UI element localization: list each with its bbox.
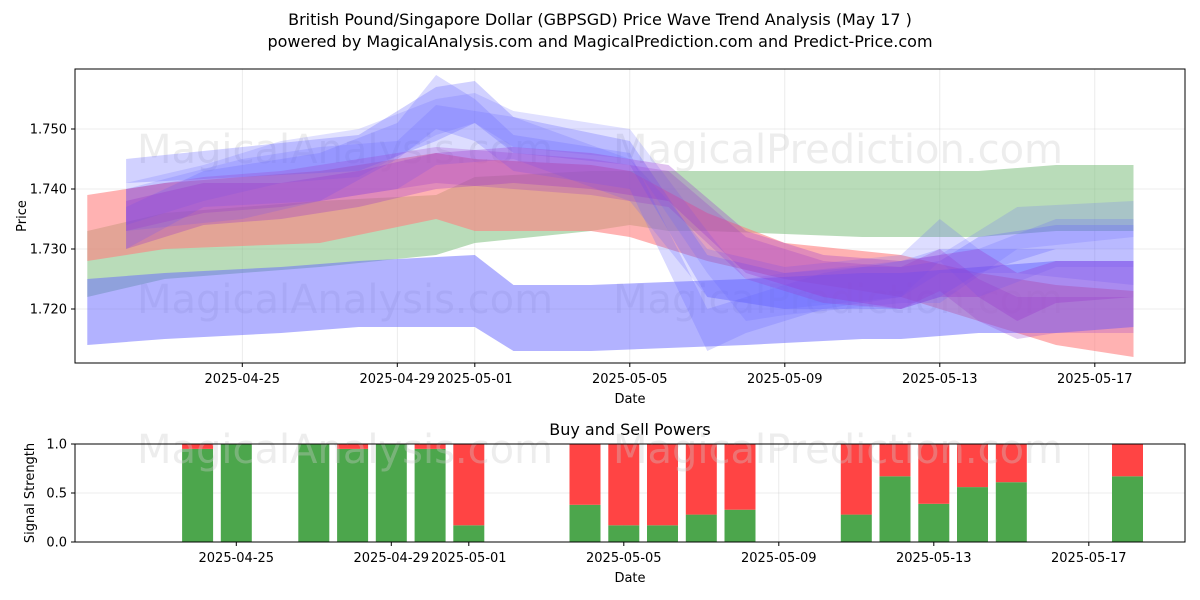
buy-bar <box>569 504 601 542</box>
buy-bar <box>608 525 640 542</box>
buy-bar <box>375 444 407 542</box>
sell-bar <box>918 444 950 504</box>
price-chart-y-ticks: 1.720 1.730 1.740 1.750 <box>30 123 75 318</box>
price-bands <box>87 75 1134 357</box>
price-y-tick-label: 1.720 <box>30 303 67 318</box>
price-y-tick-label: 1.730 <box>30 243 67 258</box>
buy-bar <box>995 482 1027 542</box>
buy-bar <box>918 503 950 542</box>
signal-chart: Buy and Sell Powers MagicalAnalysis.com … <box>23 420 1186 586</box>
signal-y-tick-label: 0.0 <box>46 536 67 551</box>
buy-bar <box>220 444 252 542</box>
buy-bar <box>685 514 717 542</box>
watermark-analysis-bottom: MagicalAnalysis.com <box>137 427 553 473</box>
price-chart-x-label: Date <box>614 392 645 407</box>
sell-bar <box>569 444 601 505</box>
buy-bar <box>724 509 756 542</box>
price-chart-y-label: Price <box>15 200 30 232</box>
band-blue-wave-3 <box>126 105 1134 309</box>
signal-x-tick-label: 2025-05-09 <box>741 551 817 566</box>
price-x-tick-label: 2025-05-01 <box>437 372 513 387</box>
signal-bars <box>182 444 1143 542</box>
buy-bar <box>1112 476 1143 542</box>
price-y-tick-label: 1.750 <box>30 123 67 138</box>
signal-x-tick-label: 2025-05-05 <box>586 551 662 566</box>
signal-chart-x-ticks: 2025-04-25 2025-04-29 2025-05-01 2025-05-05… <box>199 542 1127 566</box>
sell-bar <box>608 444 640 526</box>
price-x-tick-label: 2025-04-25 <box>205 372 281 387</box>
sell-bar <box>724 444 756 510</box>
buy-bar <box>453 525 485 542</box>
buy-bar <box>182 448 214 542</box>
signal-x-tick-label: 2025-04-25 <box>199 551 275 566</box>
price-chart-x-ticks: 2025-04-25 2025-04-29 2025-05-01 2025-05-05… <box>205 363 1133 387</box>
sell-bar <box>647 444 678 526</box>
band-purple-wave-1 <box>126 147 1134 321</box>
sell-bar <box>182 444 214 449</box>
buy-bar <box>414 448 446 542</box>
signal-chart-x-label: Date <box>614 571 645 586</box>
price-y-tick-label: 1.740 <box>30 183 67 198</box>
sell-bar <box>1112 444 1143 477</box>
figure-title-line1: British Pound/Singapore Dollar (GBPSGD) … <box>288 10 912 29</box>
price-x-tick-label: 2025-05-13 <box>902 372 978 387</box>
band-blue-wave-4 <box>126 93 1134 321</box>
sell-bar <box>453 444 485 526</box>
sell-bar <box>957 444 988 488</box>
signal-x-tick-label: 2025-05-01 <box>431 551 507 566</box>
buy-bar <box>298 444 330 542</box>
sell-bar <box>414 444 446 449</box>
signal-x-tick-label: 2025-04-29 <box>354 551 430 566</box>
price-x-tick-label: 2025-04-29 <box>360 372 436 387</box>
price-x-tick-label: 2025-05-05 <box>592 372 668 387</box>
watermark-prediction-bottom: MagicalPrediction.com <box>613 427 1063 473</box>
watermark-prediction-top: MagicalPrediction.com <box>613 127 1063 173</box>
band-purple-wave-2 <box>126 147 1134 339</box>
signal-x-tick-label: 2025-05-13 <box>896 551 972 566</box>
price-x-tick-label: 2025-05-17 <box>1057 372 1133 387</box>
figure-title-line2: powered by MagicalAnalysis.com and Magic… <box>267 32 932 51</box>
sell-bar <box>840 444 872 515</box>
buy-bar <box>957 487 988 542</box>
signal-y-tick-label: 1.0 <box>46 438 67 453</box>
sell-bar <box>337 444 369 449</box>
sell-bar <box>995 444 1027 483</box>
buy-bar <box>337 448 369 542</box>
buy-bar <box>840 514 872 542</box>
signal-chart-title: Buy and Sell Powers <box>549 420 711 439</box>
signal-y-tick-label: 0.5 <box>46 487 67 502</box>
signal-chart-y-ticks: 0.0 0.5 1.0 <box>46 438 75 551</box>
sell-bar <box>685 444 717 515</box>
band-blue-low-band <box>87 255 1134 351</box>
band-blue-wave-2 <box>126 75 1134 351</box>
price-x-tick-label: 2025-05-09 <box>747 372 823 387</box>
band-red-band <box>87 153 1134 357</box>
buy-bar <box>647 525 678 542</box>
buy-bar <box>879 476 911 542</box>
band-blue-wave-1 <box>126 81 1134 309</box>
price-chart: MagicalAnalysis.com MagicalPrediction.co… <box>15 68 1186 407</box>
sell-bar <box>879 444 911 477</box>
signal-chart-y-label: Signal Strength <box>23 443 38 543</box>
signal-x-tick-label: 2025-05-17 <box>1051 551 1127 566</box>
